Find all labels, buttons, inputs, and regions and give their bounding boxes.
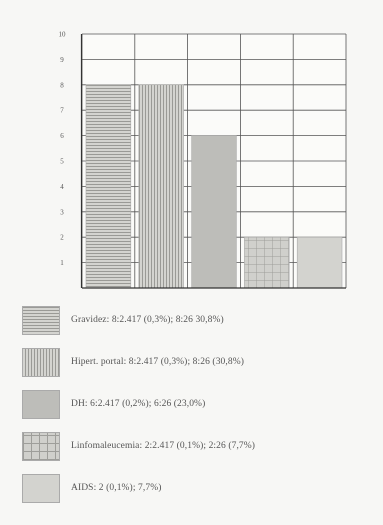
bar: [138, 84, 184, 289]
legend-swatch: [22, 432, 60, 461]
y-tick-label: 1: [60, 259, 64, 267]
legend-item-hipert-portal: Hipert. portal: 8:2.417 (0,3%); 8:26 (30…: [18, 348, 378, 379]
legend-label: DH: 6:2.417 (0,2%); 6:26 (23,0%): [71, 399, 206, 409]
legend-label: AIDS: 2 (0,1%); 7,7%): [71, 483, 162, 493]
legend-label: Gravidez: 8:2.417 (0,3%); 8:26 30,8%): [71, 315, 224, 325]
legend: Gravidez: 8:2.417 (0,3%); 8:26 30,8%) Hi…: [18, 306, 378, 516]
bar-chart: 1 2 3 4 5 6 7 8 9 10: [59, 31, 347, 289]
y-tick-label: 10: [59, 31, 67, 39]
y-tick-label: 3: [60, 208, 64, 216]
legend-label: Hipert. portal: 8:2.417 (0,3%); 8:26 (30…: [71, 357, 244, 367]
legend-swatch: [22, 474, 60, 503]
bar: [191, 135, 237, 289]
bars: [85, 84, 343, 289]
legend-item-dh: DH: 6:2.417 (0,2%); 6:26 (23,0%): [18, 390, 378, 421]
y-tick-label: 6: [60, 132, 64, 140]
y-tick-label: 5: [60, 158, 64, 166]
legend-item-aids: AIDS: 2 (0,1%); 7,7%): [18, 474, 378, 505]
bar: [244, 236, 290, 289]
y-tick-label: 9: [60, 56, 64, 64]
legend-swatch: [22, 348, 60, 377]
y-tick-label: 2: [60, 234, 64, 242]
y-axis: 1 2 3 4 5 6 7 8 9 10: [59, 31, 346, 289]
legend-item-gravidez: Gravidez: 8:2.417 (0,3%); 8:26 30,8%): [18, 306, 378, 337]
legend-label: Linfomaleucemia: 2:2.417 (0,1%); 2:26 (7…: [71, 441, 256, 451]
y-tick-label: 4: [60, 183, 64, 191]
legend-item-linfomaleucemia: Linfomaleucemia: 2:2.417 (0,1%); 2:26 (7…: [18, 432, 378, 463]
y-tick-label: 8: [60, 81, 64, 89]
y-tick-label: 7: [60, 107, 64, 115]
legend-swatch: [22, 390, 60, 419]
legend-swatch: [22, 306, 60, 335]
bar: [296, 236, 343, 289]
bar: [85, 84, 132, 289]
